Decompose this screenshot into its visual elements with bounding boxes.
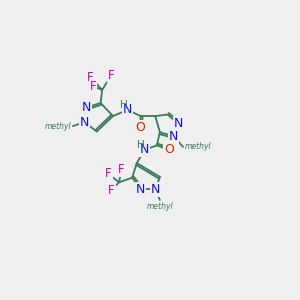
Text: methyl: methyl bbox=[147, 202, 173, 211]
Text: N: N bbox=[80, 116, 89, 129]
Text: methyl: methyl bbox=[45, 122, 71, 130]
Text: N: N bbox=[123, 103, 132, 116]
Text: N: N bbox=[151, 183, 160, 196]
Text: N: N bbox=[81, 101, 91, 114]
Text: O: O bbox=[164, 143, 174, 157]
Text: F: F bbox=[108, 69, 115, 82]
Text: N: N bbox=[140, 143, 149, 157]
Text: F: F bbox=[108, 184, 115, 196]
Text: F: F bbox=[87, 71, 94, 84]
Text: N: N bbox=[174, 117, 183, 130]
Text: F: F bbox=[90, 80, 96, 92]
Text: N: N bbox=[136, 183, 145, 196]
Text: N: N bbox=[169, 130, 178, 142]
Text: F: F bbox=[118, 163, 125, 176]
Text: methyl: methyl bbox=[184, 142, 211, 152]
Text: H: H bbox=[137, 140, 145, 150]
Text: F: F bbox=[105, 167, 112, 180]
Text: H: H bbox=[120, 100, 128, 110]
Text: O: O bbox=[135, 121, 145, 134]
